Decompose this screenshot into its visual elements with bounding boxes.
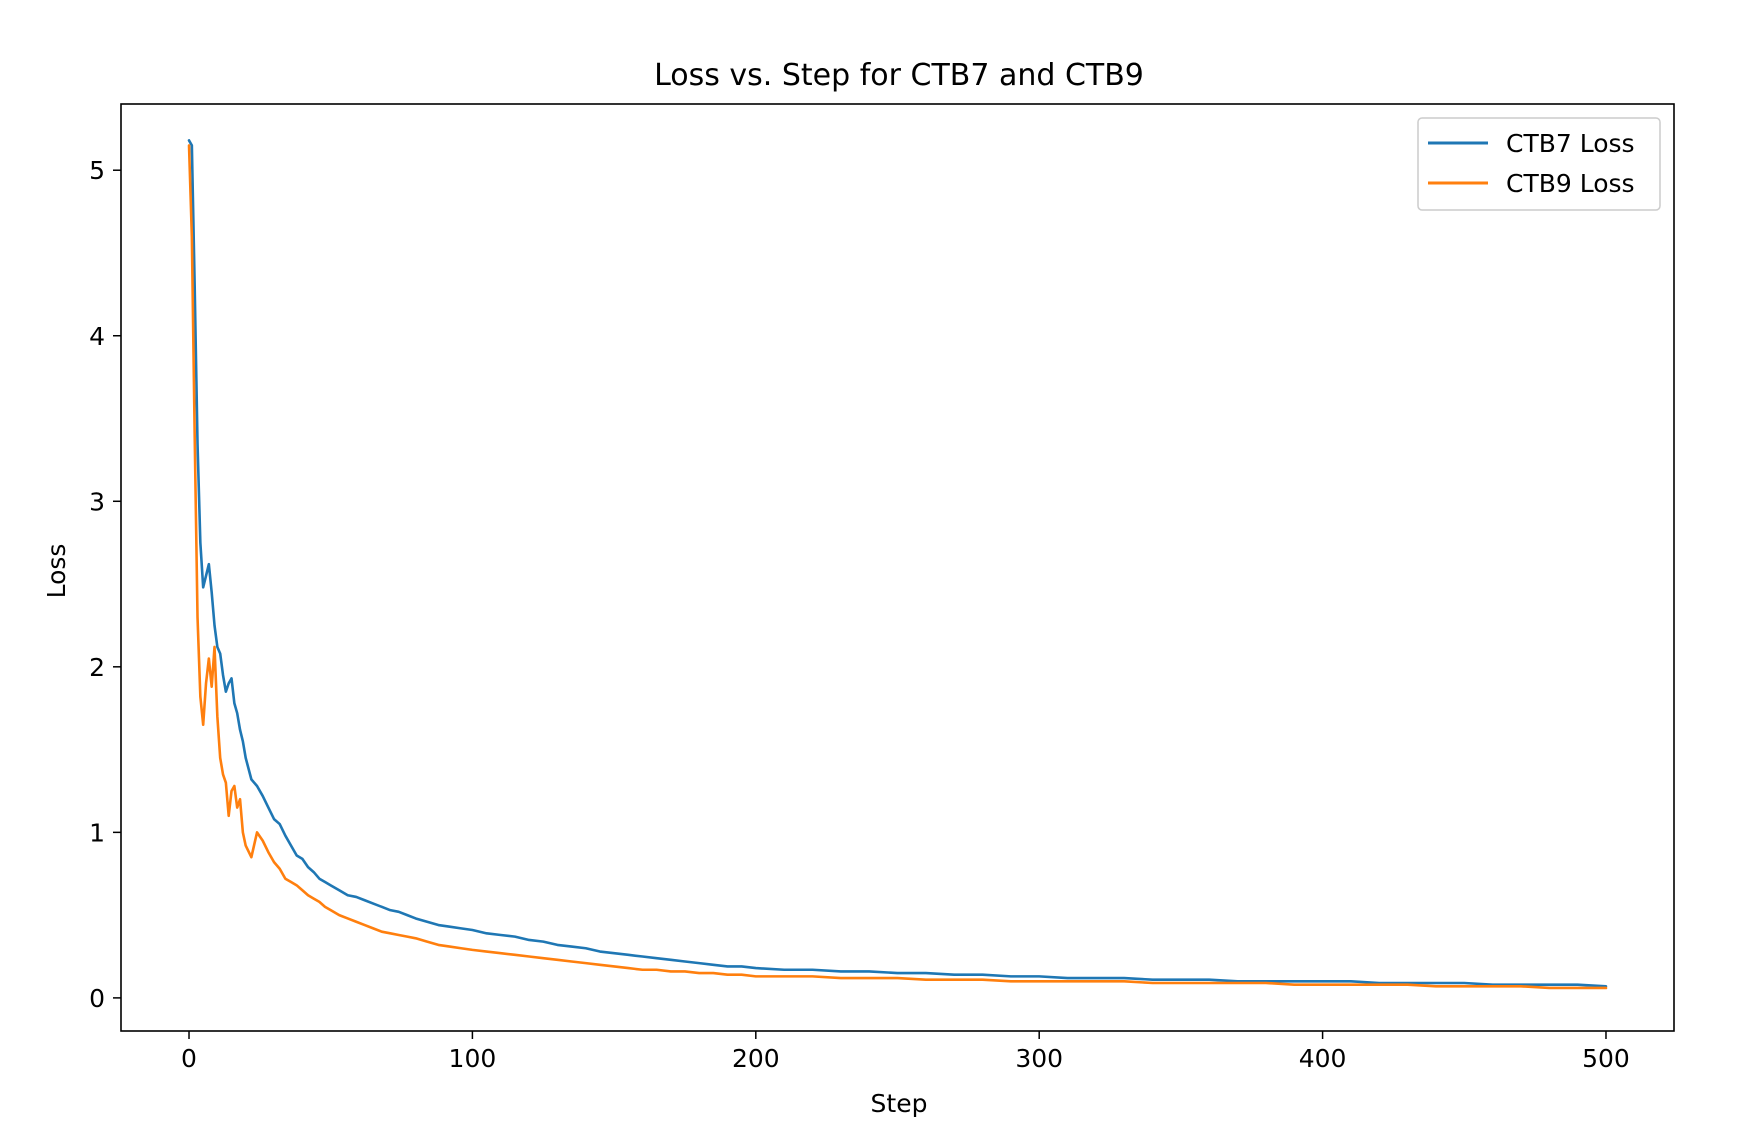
- x-axis-ticks: 0 100 200 300 400 500: [181, 1031, 1630, 1073]
- series-line-ctb7: [187, 139, 1608, 988]
- x-tick-label: 400: [1299, 1044, 1347, 1073]
- x-tick-label: 200: [732, 1044, 780, 1073]
- y-axis-ticks: 0 1 2 3 4 5: [89, 156, 121, 1013]
- y-tick-label: 5: [89, 156, 105, 185]
- series-layer: [187, 139, 1608, 990]
- x-tick-label: 100: [449, 1044, 497, 1073]
- legend: CTB7 Loss CTB9 Loss: [1417, 117, 1661, 211]
- y-axis-title: Loss: [42, 544, 71, 599]
- chart-title: Loss vs. Step for CTB7 and CTB9: [654, 58, 1144, 93]
- x-tick-label: 0: [181, 1044, 197, 1073]
- y-tick-label: 1: [89, 818, 105, 847]
- y-tick-label: 3: [89, 487, 105, 516]
- y-tick-label: 2: [89, 653, 105, 682]
- x-tick-label: 500: [1582, 1044, 1630, 1073]
- plot-area-frame: [120, 103, 1675, 1032]
- legend-label-ctb7: CTB7 Loss: [1506, 129, 1635, 158]
- x-axis-title: Step: [871, 1089, 928, 1118]
- y-tick-label: 4: [89, 322, 105, 351]
- y-tick-label: 0: [89, 984, 105, 1013]
- legend-label-ctb9: CTB9 Loss: [1506, 169, 1635, 198]
- legend-box: [1417, 117, 1661, 211]
- series-line-ctb9: [187, 144, 1608, 990]
- x-tick-label: 300: [1015, 1044, 1063, 1073]
